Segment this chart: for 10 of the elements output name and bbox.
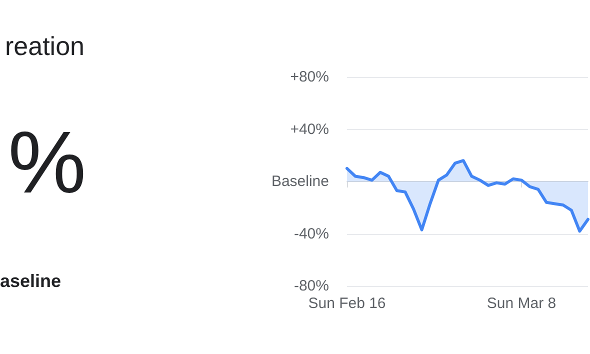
y-tick-label: -80% [294,278,329,294]
text: reation [5,31,84,61]
y-tick-label: +40% [290,120,329,138]
y-tick-label: +80% [290,68,329,86]
y-tick-label: Baseline [271,173,329,190]
text: aseline [0,271,62,291]
y-tick-label: -40% [294,225,329,242]
x-tick-label: Sun Mar 8 [486,295,556,312]
x-tick-label: Sun Feb 16 [308,295,386,312]
text: % [8,112,86,212]
